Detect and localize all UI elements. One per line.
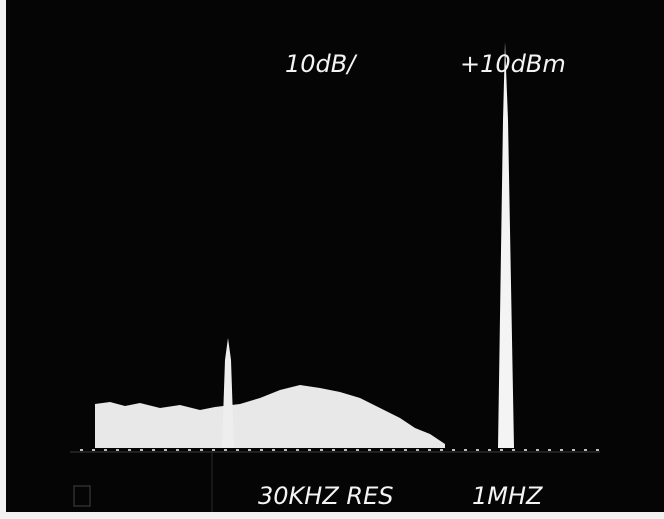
reference-label: +10dBm [460,50,566,78]
carrier-peak [498,42,514,448]
span-label: 1MHZ [472,482,543,510]
spur-peak [222,338,234,448]
scale-label: 10dB/ [285,50,358,78]
marker-box [73,485,91,507]
noise-floor-hump [95,385,445,448]
resolution-label: 30KHZ RES [258,482,393,510]
